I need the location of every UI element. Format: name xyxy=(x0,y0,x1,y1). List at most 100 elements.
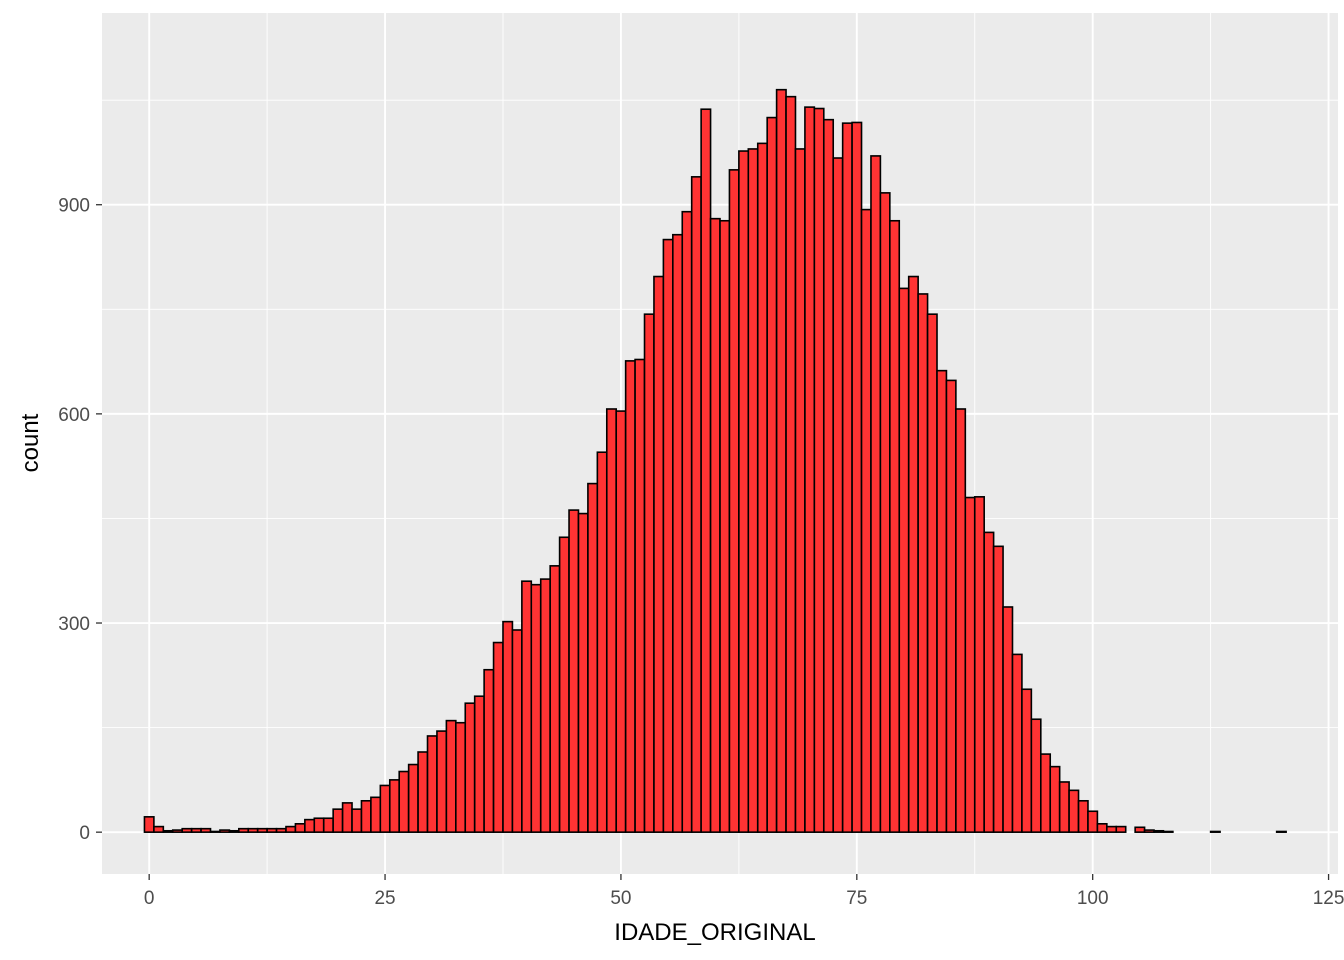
histogram-bar xyxy=(690,176,702,833)
histogram-bar xyxy=(955,408,967,833)
histogram-bar xyxy=(1106,825,1118,833)
histogram-bar xyxy=(1162,830,1174,833)
histogram-bar xyxy=(822,118,835,833)
histogram-bar xyxy=(964,496,976,833)
histogram-bar xyxy=(1030,718,1042,833)
histogram-bar xyxy=(577,512,589,833)
histogram-bar xyxy=(672,233,684,833)
histogram-bar xyxy=(502,620,514,833)
histogram-bar xyxy=(879,192,891,833)
histogram-bar xyxy=(445,719,457,833)
histogram-bar xyxy=(1011,653,1023,833)
y-axis-title: count xyxy=(17,413,44,472)
histogram-bar xyxy=(794,148,806,833)
histogram-bar xyxy=(719,219,731,833)
histogram-bar xyxy=(492,641,504,833)
histogram-bar xyxy=(530,583,542,833)
histogram-bar xyxy=(728,169,740,833)
histogram-bar xyxy=(379,784,391,833)
histogram-bar xyxy=(615,410,627,833)
histogram-bar xyxy=(1096,823,1108,833)
histogram-bar xyxy=(870,155,882,833)
histogram-bar xyxy=(294,823,306,833)
histogram-bar xyxy=(1115,825,1127,833)
histogram-bar xyxy=(889,219,901,833)
histogram-bar xyxy=(171,829,183,833)
histogram-bar xyxy=(917,293,929,833)
histogram-bar xyxy=(162,829,174,833)
histogram-bar xyxy=(1209,830,1221,833)
histogram-bar xyxy=(907,275,919,833)
histogram-bar xyxy=(587,482,599,833)
histogram-bar xyxy=(1058,781,1070,833)
histogram-bar xyxy=(653,275,665,833)
histogram-bar xyxy=(973,496,985,833)
histogram-bar xyxy=(370,796,382,833)
histogram-bar xyxy=(549,565,561,833)
histogram-bar xyxy=(360,799,372,833)
histogram-bar xyxy=(756,142,768,833)
histogram-bar xyxy=(738,150,750,833)
histogram-bar xyxy=(200,827,212,833)
histogram-bar xyxy=(813,107,825,833)
histogram-bar xyxy=(190,827,202,833)
x-tick-label: 25 xyxy=(374,888,395,909)
histogram-bar xyxy=(1049,765,1061,833)
histogram-bar xyxy=(341,802,353,833)
histogram-bar xyxy=(181,827,193,833)
histogram-bar xyxy=(1002,606,1014,833)
histogram-bar xyxy=(945,379,957,833)
histogram-bar xyxy=(747,148,759,833)
histogram-bar xyxy=(804,106,816,833)
y-axis: 0 300 600 900 xyxy=(58,196,102,844)
histogram-bar xyxy=(304,818,316,833)
x-tick-label: 75 xyxy=(846,888,867,909)
histogram-bar xyxy=(143,816,155,833)
histogram-bar xyxy=(775,88,787,833)
histogram-bar xyxy=(605,408,618,833)
histogram-bar xyxy=(596,451,608,833)
histogram-bar xyxy=(351,808,363,833)
y-tick-label: 600 xyxy=(58,405,90,426)
histogram-bar xyxy=(634,358,646,833)
histogram-bar xyxy=(539,578,551,833)
x-axis: 0 25 50 75 100 125 xyxy=(144,874,1344,909)
histogram-bar xyxy=(219,829,231,833)
histogram-bar xyxy=(521,580,533,833)
histogram-bar xyxy=(785,95,797,833)
histogram-bar xyxy=(1039,753,1052,833)
y-tick-label: 900 xyxy=(58,196,90,217)
histogram-bar xyxy=(1087,810,1099,833)
histogram-bar xyxy=(511,629,523,833)
histogram-bar xyxy=(983,531,995,833)
histogram-bar xyxy=(407,763,419,833)
histogram-bar xyxy=(209,830,221,833)
histogram-bar xyxy=(285,825,297,833)
histogram-bar xyxy=(398,770,410,833)
histogram-bar xyxy=(247,827,259,833)
histogram-bar xyxy=(1021,688,1033,833)
histogram-bar xyxy=(936,369,948,833)
histogram-bar xyxy=(992,545,1004,833)
histogram-bar xyxy=(238,827,250,833)
histogram-bar xyxy=(832,157,844,833)
histogram-bar xyxy=(568,509,580,833)
histogram-bar xyxy=(322,817,334,833)
histogram-bar xyxy=(1153,829,1165,833)
histogram-bar xyxy=(851,121,863,833)
x-tick-label: 0 xyxy=(144,888,155,909)
histogram-bar xyxy=(662,238,674,833)
histogram-bar xyxy=(332,808,344,833)
histogram-bar xyxy=(1275,830,1287,833)
histogram-bar xyxy=(426,735,438,833)
x-tick-label: 100 xyxy=(1077,888,1109,909)
histogram-bar xyxy=(1068,789,1080,833)
histogram-bar xyxy=(681,210,693,833)
x-tick-label: 125 xyxy=(1313,888,1344,909)
histogram-bar xyxy=(766,116,778,833)
histogram-bar xyxy=(313,817,325,833)
histogram-bar xyxy=(266,827,278,833)
histogram-bar xyxy=(643,313,655,833)
histogram-bars xyxy=(143,88,1287,833)
y-tick-label: 0 xyxy=(79,823,90,844)
